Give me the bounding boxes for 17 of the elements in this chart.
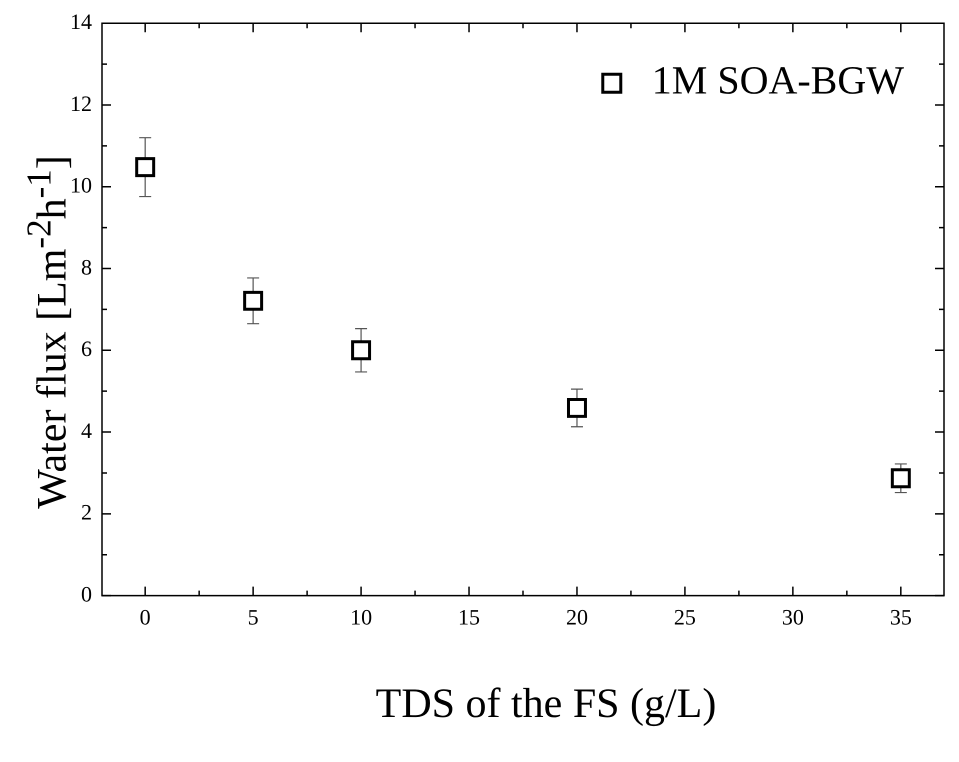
- x-axis-title: TDS of the FS (g/L): [374, 680, 718, 728]
- y-tick-label: 4: [81, 418, 92, 443]
- x-tick-label: 35: [890, 604, 912, 630]
- x-tick-label: 25: [674, 604, 696, 630]
- x-tick-label: 30: [782, 604, 804, 630]
- y-tick-label: 6: [81, 336, 92, 362]
- y-tick-label: 2: [81, 500, 92, 525]
- x-tick-label: 15: [458, 604, 480, 630]
- legend-label: 1M SOA-BGW: [652, 58, 904, 103]
- x-tick-label: 0: [140, 604, 151, 630]
- y-tick-label: 14: [70, 8, 92, 34]
- x-tick-label: 10: [350, 604, 372, 630]
- x-tick-label: 5: [248, 604, 259, 630]
- y-tick-label: 12: [70, 90, 92, 116]
- y-tick-label: 0: [81, 581, 92, 606]
- y-tick-label: 8: [81, 254, 92, 280]
- x-tick-label: 20: [566, 604, 588, 630]
